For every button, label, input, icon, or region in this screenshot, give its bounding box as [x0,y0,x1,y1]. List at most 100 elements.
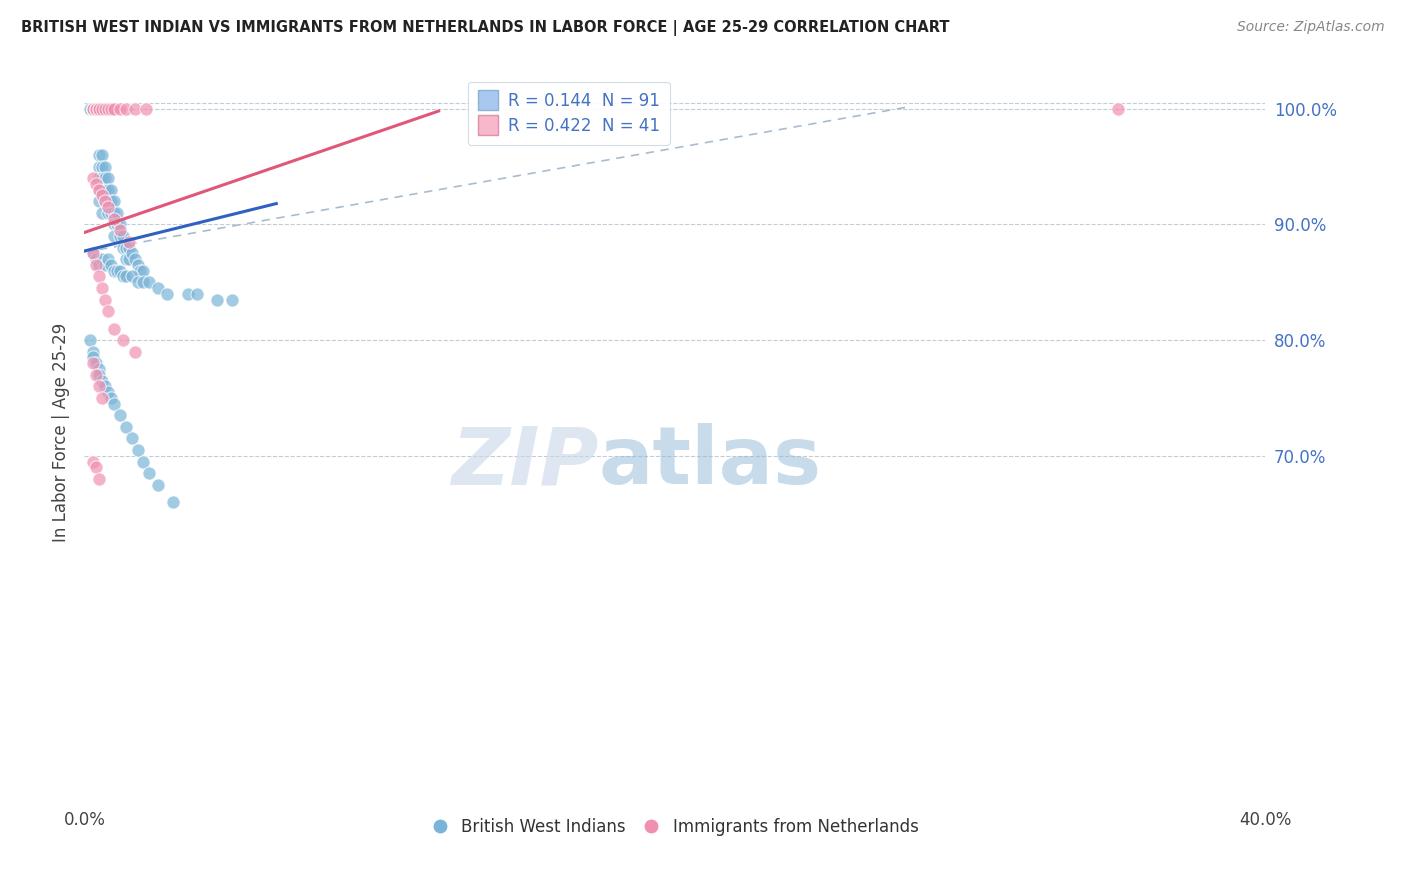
Point [84,356,107,370]
Point [132,454,155,468]
Point [87,160,111,174]
Point [108,218,131,232]
Text: atlas: atlas [598,423,821,501]
Point [100,391,122,405]
Point [91,206,114,220]
Point [100,258,122,272]
Point [108,263,131,277]
Point [97,171,120,186]
Point [94,160,117,174]
Point [84,258,107,272]
Point [129,263,152,277]
Point [91,252,114,266]
Point [103,211,125,226]
Point [84,177,107,191]
Point [97,183,120,197]
Point [124,102,146,116]
Point [100,194,122,209]
Y-axis label: In Labor Force | Age 25-29: In Labor Force | Age 25-29 [52,323,70,542]
Point [105,263,128,277]
Point [121,431,143,445]
Point [132,275,155,289]
Point [103,229,125,244]
Point [105,206,128,220]
Point [87,102,111,116]
Point [82,344,104,359]
Point [91,183,114,197]
Point [84,252,107,266]
Point [114,252,136,266]
Point [82,246,104,260]
Point [84,102,107,116]
Point [87,102,111,116]
Point [82,102,104,116]
Point [124,344,146,359]
Point [114,102,136,116]
Point [127,442,149,457]
Point [103,218,125,232]
Point [79,333,101,347]
Point [87,102,111,116]
Point [94,194,117,209]
Point [82,102,104,116]
Point [103,321,125,335]
Text: ZIP: ZIP [451,423,598,501]
Point [87,148,111,162]
Point [103,206,125,220]
Point [87,368,111,382]
Point [91,188,114,202]
Point [114,269,136,284]
Point [97,200,120,214]
Text: BRITISH WEST INDIAN VS IMMIGRANTS FROM NETHERLANDS IN LABOR FORCE | AGE 25-29 CO: BRITISH WEST INDIAN VS IMMIGRANTS FROM N… [21,20,949,36]
Point [82,102,104,116]
Point [156,286,179,301]
Point [100,206,122,220]
Point [82,246,104,260]
Point [94,183,117,197]
Point [148,281,170,295]
Point [186,286,208,301]
Point [94,379,117,393]
Point [84,102,107,116]
Point [135,102,157,116]
Point [87,258,111,272]
Point [91,102,114,116]
Point [94,258,117,272]
Point [138,275,160,289]
Point [1107,102,1129,116]
Point [84,368,107,382]
Point [103,263,125,277]
Point [84,102,107,116]
Point [97,385,120,400]
Point [121,269,143,284]
Point [94,171,117,186]
Point [87,379,111,393]
Point [127,258,149,272]
Point [111,269,134,284]
Point [118,252,141,266]
Point [94,194,117,209]
Point [132,263,155,277]
Point [114,240,136,254]
Point [105,218,128,232]
Point [91,148,114,162]
Point [97,304,120,318]
Point [82,351,104,365]
Point [138,466,160,480]
Point [97,252,120,266]
Point [111,333,134,347]
Legend: British West Indians, Immigrants from Netherlands: British West Indians, Immigrants from Ne… [425,811,925,843]
Point [97,194,120,209]
Point [108,223,131,237]
Point [87,102,111,116]
Point [87,171,111,186]
Point [97,102,120,116]
Point [100,183,122,197]
Point [87,183,111,197]
Point [87,362,111,376]
Point [162,495,184,509]
Point [84,102,107,116]
Text: Source: ZipAtlas.com: Source: ZipAtlas.com [1237,20,1385,34]
Point [111,240,134,254]
Point [87,194,111,209]
